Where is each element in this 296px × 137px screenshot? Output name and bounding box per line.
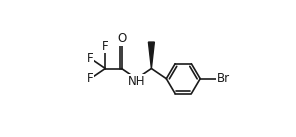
Text: F: F — [102, 40, 109, 53]
Text: F: F — [87, 72, 94, 85]
Polygon shape — [148, 42, 155, 68]
Text: NH: NH — [128, 75, 145, 88]
Text: O: O — [117, 32, 126, 45]
Text: F: F — [87, 52, 94, 65]
Text: Br: Br — [217, 72, 230, 85]
